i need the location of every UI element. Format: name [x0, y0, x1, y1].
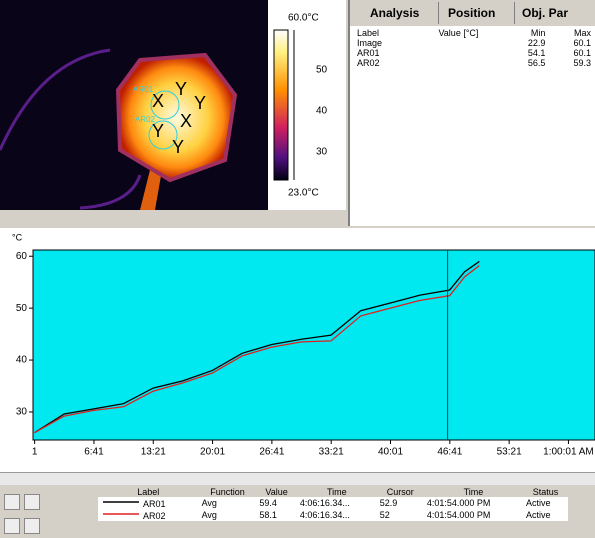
- cell-text: 56.5: [503, 58, 549, 68]
- colorbar-max: 60.0°C: [288, 13, 319, 24]
- stop-button[interactable]: [24, 494, 40, 510]
- cell-text: AR02: [143, 511, 166, 521]
- y-axis-unit: °C: [12, 232, 23, 242]
- element: [274, 30, 288, 180]
- cell-text: 60.1: [548, 48, 594, 58]
- legend-swatch: [101, 497, 141, 507]
- cell-text: Avg: [199, 497, 257, 509]
- roi-label: AR01: [133, 85, 154, 94]
- zoom-out-button[interactable]: [24, 518, 40, 534]
- cell-text: 22.9: [503, 38, 549, 48]
- cell-text: [414, 48, 503, 58]
- colorbar-tick: 50: [316, 65, 328, 76]
- cell-text: Value [°C]: [414, 28, 503, 38]
- cell-text: AR01: [354, 48, 414, 58]
- tab[interactable]: Analysis: [350, 2, 439, 24]
- cell-text: Label: [98, 487, 199, 497]
- cell-text: Time: [297, 487, 377, 497]
- cell-text: 4:06:16.34...: [297, 497, 377, 509]
- marker: X: [152, 91, 164, 111]
- cell-text: 59.4: [256, 497, 296, 509]
- colorbar-tick: 40: [316, 106, 328, 117]
- chart: °C 30 40 50 60 1 6:41 13:21 20:01 26:41 33:21 40:0…: [0, 228, 595, 472]
- marker: Y: [172, 137, 184, 157]
- y-tick-label: 60: [16, 251, 28, 262]
- cell-text: 59.3: [548, 58, 594, 68]
- marker: X: [180, 111, 192, 131]
- colorbar-tick: 30: [316, 147, 328, 158]
- x-tick-label: 1: [32, 447, 38, 458]
- x-tick-label: 33:21: [319, 447, 344, 458]
- toolbar: [0, 486, 96, 538]
- colorbar-min: 23.0°C: [288, 188, 319, 199]
- cell-text: Cursor: [377, 487, 424, 497]
- x-tick-label: 53:21: [497, 447, 522, 458]
- marker: Y: [152, 121, 164, 141]
- cell-text: 4:06:16.34...: [297, 509, 377, 521]
- x-tick-label: 20:01: [200, 447, 225, 458]
- cell-text: Value: [256, 487, 296, 497]
- x-tick-label: 26:41: [259, 447, 284, 458]
- legend-swatch: [101, 509, 141, 519]
- play-button[interactable]: [4, 494, 20, 510]
- cell-text: AR01: [143, 499, 166, 509]
- cell-text: [414, 58, 503, 68]
- element: AR01: [98, 497, 199, 509]
- cell-text: Avg: [199, 509, 257, 521]
- cell-text: 58.1: [256, 509, 296, 521]
- cell-text: Min: [503, 28, 549, 38]
- cell-text: 54.1: [503, 48, 549, 58]
- scrollbar[interactable]: [0, 472, 595, 485]
- cell-text: 4:01:54.000 PM: [424, 509, 523, 521]
- thermal-image: AR01 AR02 X Y Y X Y Y: [0, 0, 268, 210]
- tab[interactable]: Obj. Par: [502, 2, 595, 24]
- cell-text: Function: [199, 487, 257, 497]
- cell-text: Active: [523, 497, 568, 509]
- cell-text: Label: [354, 28, 414, 38]
- cell-text: Active: [523, 509, 568, 521]
- marker: Y: [175, 79, 187, 99]
- cell-text: AR02: [354, 58, 414, 68]
- cell-text: 52: [377, 509, 424, 521]
- x-tick-label: 46:41: [437, 447, 462, 458]
- y-tick-label: 30: [16, 407, 28, 418]
- cell-text: Time: [424, 487, 523, 497]
- plot-area: [33, 250, 595, 440]
- colorbar: 60.0°C 23.0°C 50 40 30: [268, 0, 346, 210]
- cell-text: 60.1: [548, 38, 594, 48]
- zoom-in-button[interactable]: [4, 518, 20, 534]
- cell-text: 4:01:54.000 PM: [424, 497, 523, 509]
- element: AR02: [98, 509, 199, 521]
- cell-text: Image: [354, 38, 414, 48]
- cell-text: Status: [523, 487, 568, 497]
- legend-table: LabelFunctionValueTimeCursorTimeStatus A…: [98, 487, 568, 521]
- marker: Y: [194, 93, 206, 113]
- cell-text: Max: [548, 28, 594, 38]
- x-tick-label: 40:01: [378, 447, 403, 458]
- x-tick-label: 6:41: [84, 447, 104, 458]
- x-tick-label: 1:00:01 AM: [543, 447, 594, 458]
- app-window: AR01 AR02 X Y Y X Y Y 60.0°C 23.0°C 50 4…: [0, 0, 595, 538]
- cell-text: 52.9: [377, 497, 424, 509]
- y-tick-label: 40: [16, 355, 28, 366]
- x-tick-label: 13:21: [141, 447, 166, 458]
- y-tick-label: 50: [16, 303, 28, 314]
- cell-text: [414, 38, 503, 48]
